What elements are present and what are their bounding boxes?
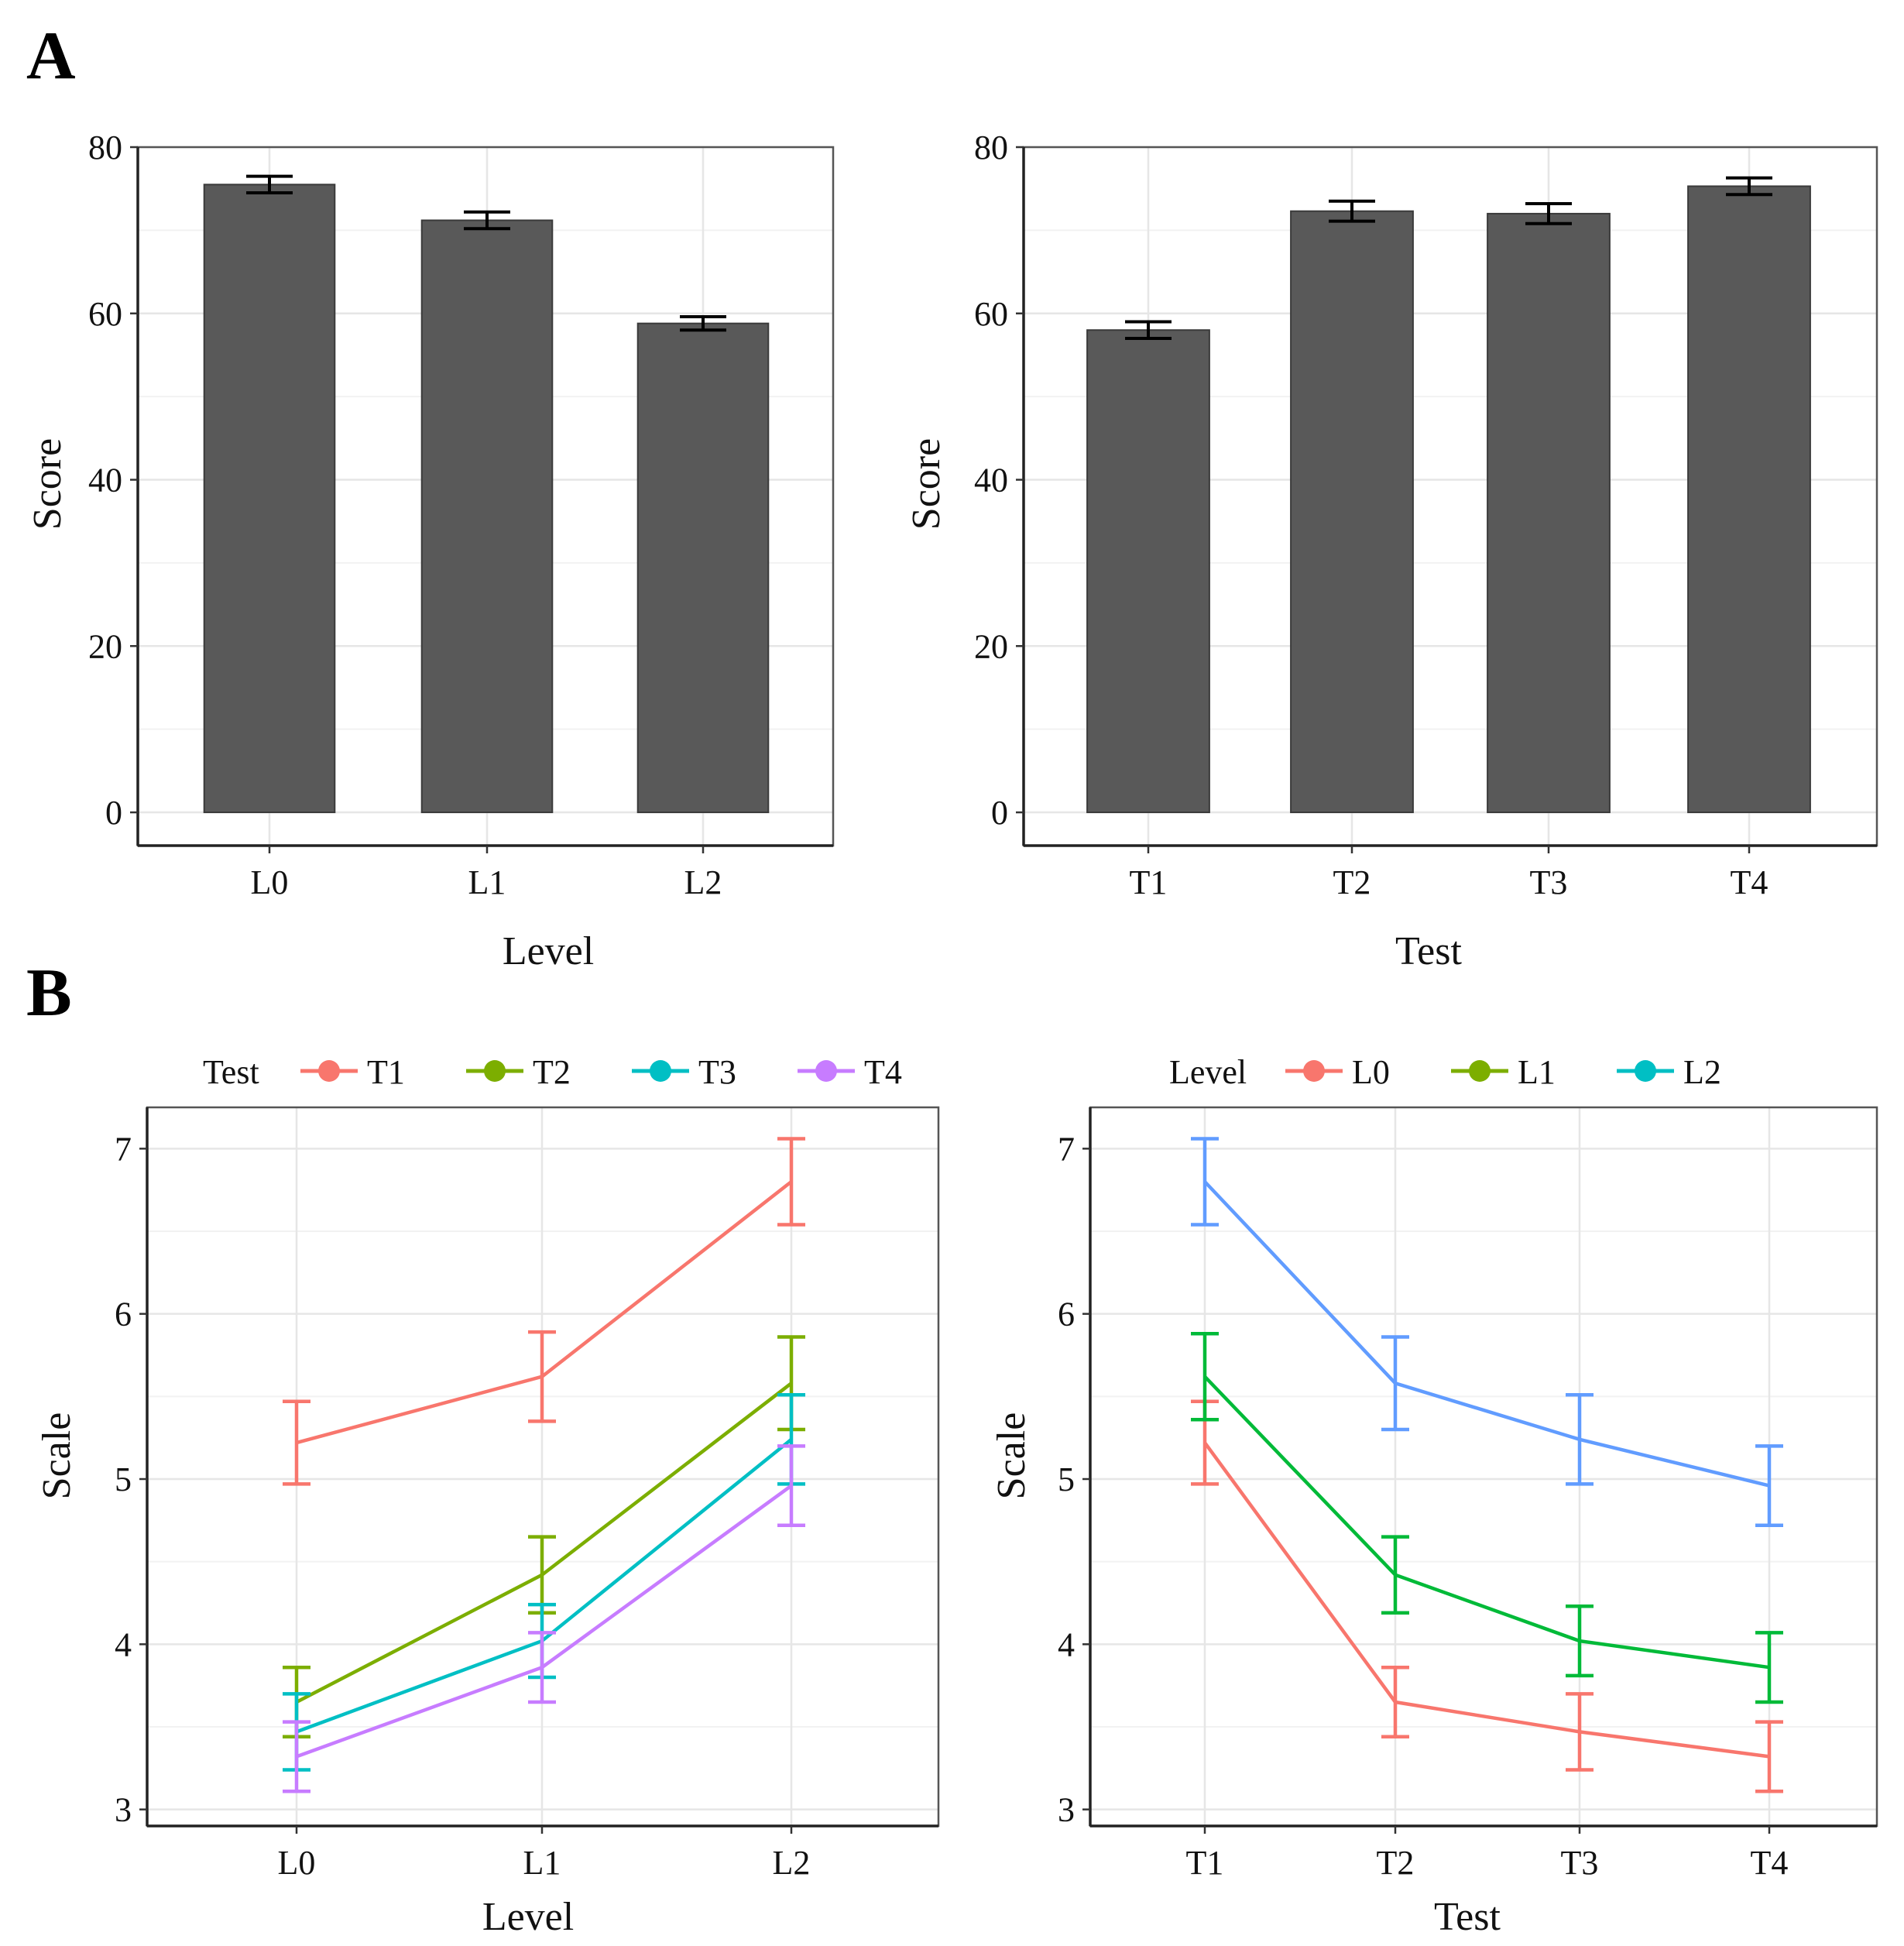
x-tick-label-T4: T4 [1751, 1844, 1789, 1882]
y-tick-label: 3 [115, 1791, 132, 1829]
x-axis-title: Level [482, 1895, 574, 1939]
x-axis-title: Test [1395, 929, 1462, 973]
x-tick-label-L2: L2 [773, 1844, 811, 1882]
bar-T2 [1290, 210, 1414, 814]
legend-label-T2: T2 [533, 1053, 571, 1091]
y-tick-label: 4 [115, 1625, 132, 1663]
y-tick-label: 40 [974, 462, 1008, 499]
bar-L1 [420, 219, 554, 814]
legend-label-T4: T4 [864, 1053, 902, 1091]
legend-key-point-L2 [1635, 1060, 1656, 1082]
x-tick-label-L1: L1 [468, 863, 506, 901]
legend-key-point-L0 [1303, 1060, 1325, 1082]
y-tick-label: 7 [1058, 1130, 1075, 1168]
legend-key-point-T1 [318, 1060, 340, 1082]
chart-a-right: 0 20 40 60 80 T1 T2 T3 T4 Test Score [904, 129, 1878, 973]
chart-b-left: Test T1 T2 T3 T4 3 4 5 6 7 L0 L1 L2 Level Scale [35, 1053, 940, 1939]
legend-label-L1: L1 [1518, 1053, 1556, 1091]
chart-b-right: Level L0 L1 L2 3 4 5 6 7 T1 T2 T3 T4 Test Scale [990, 1053, 1878, 1939]
x-tick-label-L0: L0 [278, 1844, 316, 1882]
x-tick-label-T1: T1 [1186, 1844, 1224, 1882]
y-tick-label: 80 [88, 129, 122, 166]
legend-label-L2: L2 [1683, 1053, 1721, 1091]
y-tick-label: 5 [115, 1460, 132, 1498]
legend-label-L0: L0 [1352, 1053, 1390, 1091]
legend-key-point-T3 [650, 1060, 671, 1082]
x-tick-label-L0: L0 [251, 863, 289, 901]
bar-T4 [1687, 185, 1811, 814]
bar-T1 [1086, 329, 1210, 814]
chart-a-left: 0 20 40 60 80 L0 L1 L2 Level Score [26, 129, 835, 973]
x-axis-title: Level [503, 929, 594, 973]
bar-L0 [203, 184, 336, 814]
legend-label-T1: T1 [367, 1053, 405, 1091]
x-tick-label-T2: T2 [1333, 863, 1371, 901]
y-tick-label: 6 [115, 1296, 132, 1333]
series-line-L0 [1203, 1441, 1770, 1759]
y-tick-label: 40 [88, 462, 122, 499]
y-tick-label: 60 [88, 295, 122, 333]
series-line-L1 [1203, 1375, 1770, 1670]
y-tick-label: 3 [1058, 1791, 1075, 1829]
x-tick-label-T1: T1 [1130, 863, 1168, 901]
legend-key-point-T2 [484, 1060, 506, 1082]
bar-T3 [1487, 212, 1611, 814]
plot-background [1090, 1107, 1877, 1826]
legend-label-T3: T3 [698, 1053, 736, 1091]
bar-L2 [636, 322, 770, 814]
y-tick-label: 60 [974, 295, 1008, 333]
panel-label-a: A [26, 19, 76, 94]
y-tick-label: 6 [1058, 1296, 1075, 1333]
x-tick-label-L1: L1 [523, 1844, 561, 1882]
x-tick-label-T2: T2 [1377, 1844, 1415, 1882]
y-axis-title: Scale [990, 1412, 1034, 1500]
legend-title: Level [1169, 1053, 1247, 1091]
x-tick-label-T3: T3 [1530, 863, 1568, 901]
panel-label-b: B [26, 956, 72, 1031]
y-tick-label: 0 [105, 794, 122, 832]
legend-key-point-L1 [1469, 1060, 1491, 1082]
x-axis-title: Test [1434, 1895, 1501, 1939]
y-tick-label: 20 [88, 627, 122, 665]
y-tick-label: 5 [1058, 1460, 1075, 1498]
y-axis-title: Score [26, 438, 70, 530]
y-tick-label: 7 [115, 1130, 132, 1168]
series-line-L2 [1203, 1180, 1770, 1488]
x-tick-label-T4: T4 [1731, 863, 1768, 901]
y-tick-label: 80 [974, 129, 1008, 166]
y-tick-label: 4 [1058, 1625, 1075, 1663]
y-tick-label: 20 [974, 627, 1008, 665]
y-axis-title: Scale [35, 1412, 79, 1500]
legend-key-point-T4 [815, 1060, 837, 1082]
x-tick-label-L2: L2 [684, 863, 722, 901]
y-axis-title: Score [904, 438, 949, 530]
y-tick-label: 0 [991, 794, 1008, 832]
legend-title: Test [203, 1053, 259, 1091]
x-tick-label-T3: T3 [1561, 1844, 1599, 1882]
